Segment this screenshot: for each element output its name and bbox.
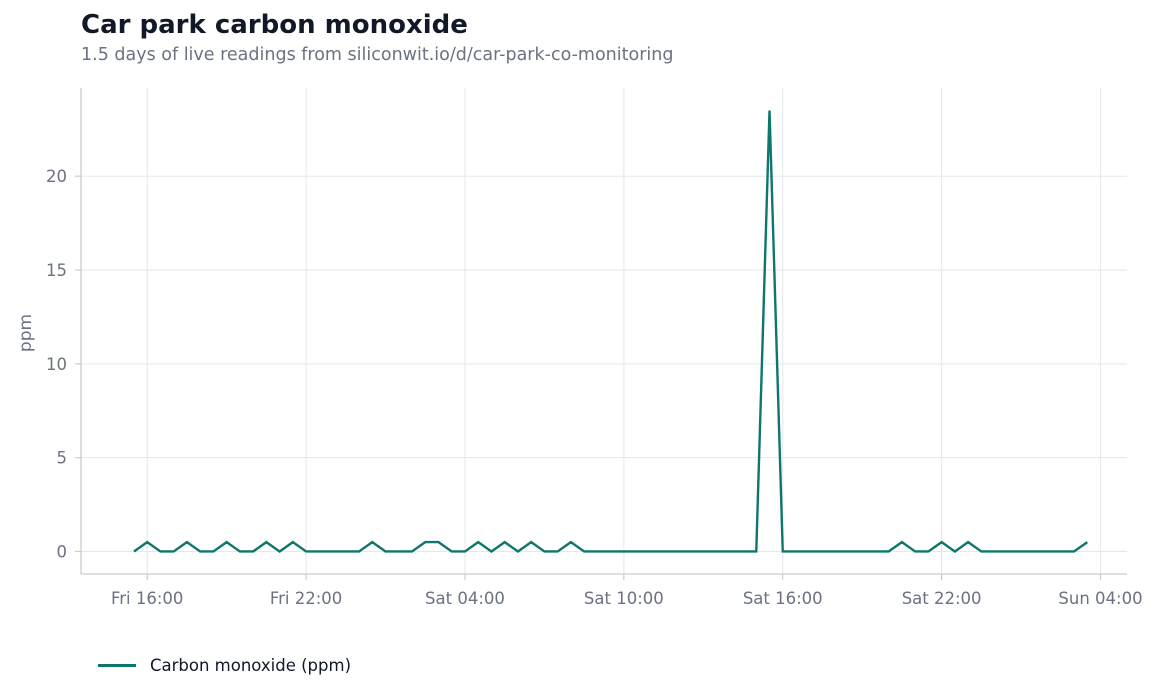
- y-tick-label: 0: [57, 542, 68, 561]
- series-layer: [133, 110, 1088, 553]
- legend: Carbon monoxide (ppm): [98, 656, 351, 675]
- grid-lines: [81, 88, 1127, 574]
- x-tick-label: Sun 04:00: [1058, 589, 1142, 608]
- y-tick-labels: 0 5 10 15 20: [46, 167, 67, 561]
- x-tick-label: Fri 22:00: [270, 589, 342, 608]
- x-tick-labels: Fri 16:00 Fri 22:00 Sat 04:00 Sat 10:00 Sat …: [111, 589, 1143, 608]
- chart-subtitle: 1.5 days of live readings from siliconwi…: [81, 45, 674, 65]
- y-tick-label: 15: [46, 261, 67, 280]
- line-chart: 0 5 10 15 20 Fri 16:00 Fri 22:00 Sat 04:00 Sat …: [16, 88, 1143, 608]
- y-tick-label: 20: [46, 167, 67, 186]
- legend-label: Carbon monoxide (ppm): [150, 656, 352, 675]
- x-tick-label: Fri 16:00: [111, 589, 183, 608]
- y-tick-label: 5: [57, 449, 68, 468]
- chart-title: Car park carbon monoxide: [81, 10, 468, 40]
- x-tick-label: Sat 22:00: [902, 589, 982, 608]
- axes: [75, 88, 1127, 580]
- y-axis-label: ppm: [16, 314, 36, 352]
- y-tick-label: 10: [46, 355, 67, 374]
- x-tick-label: Sat 16:00: [743, 589, 823, 608]
- x-tick-label: Sat 10:00: [584, 589, 664, 608]
- series-line-0: [133, 110, 1088, 553]
- x-tick-label: Sat 04:00: [425, 589, 505, 608]
- legend-swatch: [98, 664, 136, 667]
